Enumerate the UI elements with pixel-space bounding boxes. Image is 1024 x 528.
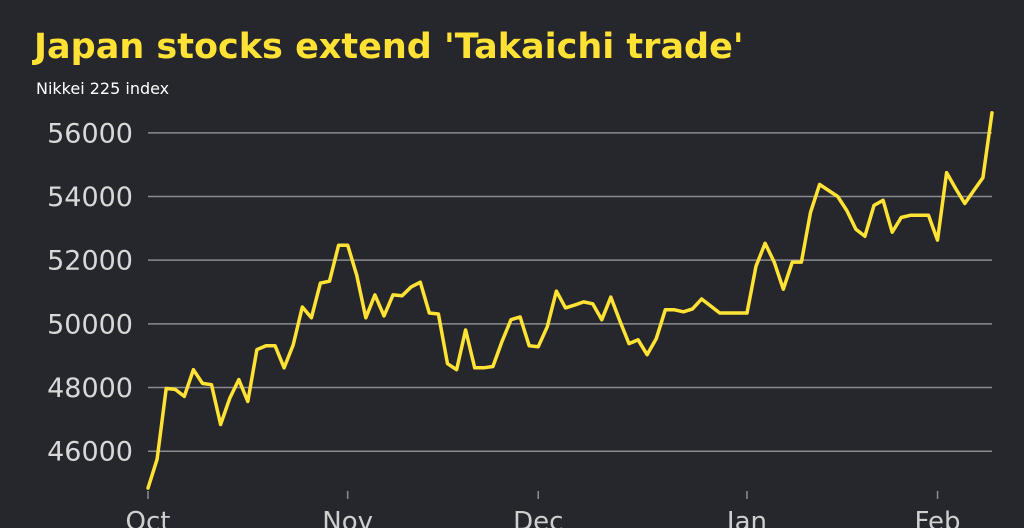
- y-tick-label: 54000: [47, 182, 133, 213]
- x-tick-label: Feb: [915, 507, 961, 528]
- x-tick-label: Oct: [126, 507, 171, 528]
- y-tick-label: 46000: [47, 437, 133, 468]
- x-tick-label: Dec: [513, 507, 563, 528]
- y-tick-label: 48000: [47, 373, 133, 404]
- x-tick-label: Nov: [322, 507, 373, 528]
- y-tick-label: 50000: [47, 309, 133, 340]
- y-tick-label: 52000: [47, 246, 133, 277]
- x-tick-label: Jan: [725, 507, 767, 528]
- y-tick-label: 56000: [47, 118, 133, 149]
- line-series: [146, 111, 994, 490]
- chart-title: Japan stocks extend 'Takaichi trade': [32, 27, 744, 67]
- chart-subtitle: Nikkei 225 index: [36, 79, 169, 98]
